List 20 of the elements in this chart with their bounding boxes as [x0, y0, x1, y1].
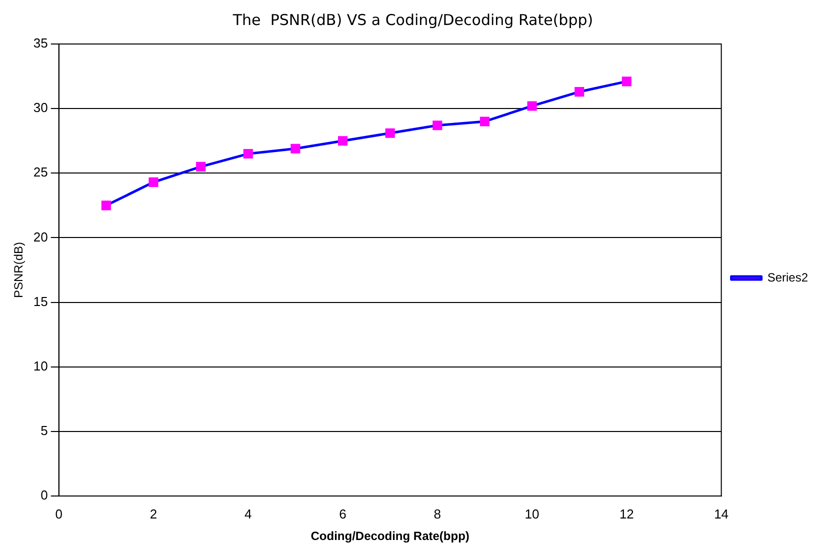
y-tick-label: 35 — [33, 36, 48, 51]
y-tick-label: 10 — [33, 358, 48, 374]
x-tick-label: 10 — [524, 506, 540, 522]
x-axis-title: Coding/Decoding Rate(bpp) — [310, 529, 470, 544]
y-tick-label: 20 — [33, 229, 48, 244]
x-tick-label: 4 — [244, 506, 252, 522]
x-tick-label: 12 — [619, 506, 634, 522]
x-tick-label: 6 — [339, 506, 346, 522]
y-tick-label: 15 — [33, 294, 48, 309]
x-tick-label: 14 — [714, 506, 729, 522]
y-tick-label: 0 — [40, 488, 48, 503]
x-tick-label: 2 — [150, 506, 158, 522]
y-axis-title: PSNR(dB) — [12, 242, 26, 298]
y-tick-label: 5 — [40, 423, 48, 438]
x-tick-label: 0 — [55, 506, 62, 522]
y-tick-label: 25 — [33, 164, 48, 180]
legend-label: Series2 — [767, 270, 808, 284]
y-tick-label: 30 — [33, 100, 48, 116]
x-tick-label: 8 — [434, 506, 442, 522]
chart-title: The PSNR(dB) VS a Coding/Decoding Rate(bpp) — [232, 10, 594, 29]
